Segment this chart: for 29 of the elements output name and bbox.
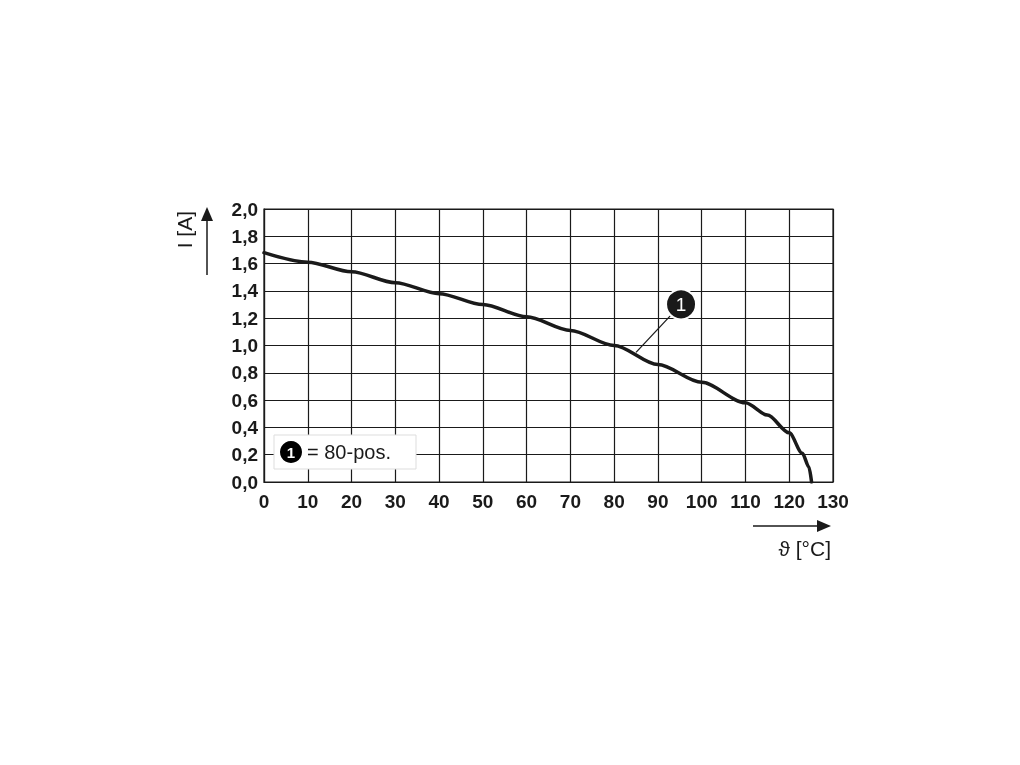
y-tick-label: 1,6: [231, 253, 258, 275]
y-tick-label: 1,8: [231, 225, 258, 247]
x-tick-label: 20: [340, 491, 363, 512]
x-tick-label: 70: [559, 491, 581, 512]
annotation: 1 = 80-pos.: [286, 441, 391, 463]
x-tick-label: 40: [428, 491, 450, 512]
y-tick-label: 1,2: [231, 307, 258, 329]
y-tick-label: 2,0: [231, 198, 258, 220]
x-tick-label: 90: [647, 491, 669, 512]
x-tick-label: 0: [258, 491, 270, 512]
annotation: 1: [675, 293, 687, 315]
y-axis-title: I [A]: [172, 211, 196, 249]
y-tick-label: 0,4: [231, 416, 259, 438]
y-tick-label: 0,0: [231, 471, 258, 493]
x-tick-label: 80: [603, 491, 625, 512]
y-tick-label: 1,4: [231, 280, 259, 302]
y-tick-label: 1,0: [231, 335, 258, 356]
y-tick-label: 0,8: [231, 362, 258, 384]
x-axis-title: ϑ [°C]: [778, 536, 831, 560]
y-tick-label: 0,2: [231, 444, 258, 466]
x-tick-label: 60: [516, 491, 538, 512]
x-tick-label: 50: [472, 491, 494, 512]
x-tick-label: 120: [773, 491, 806, 512]
x-tick-label: 30: [384, 491, 406, 512]
y-tick-label: 0,6: [231, 389, 258, 411]
x-tick-label: 130: [817, 491, 849, 512]
x-tick-label: 110: [730, 491, 761, 512]
x-tick-label: 10: [297, 491, 319, 512]
x-tick-label: 100: [685, 491, 718, 512]
